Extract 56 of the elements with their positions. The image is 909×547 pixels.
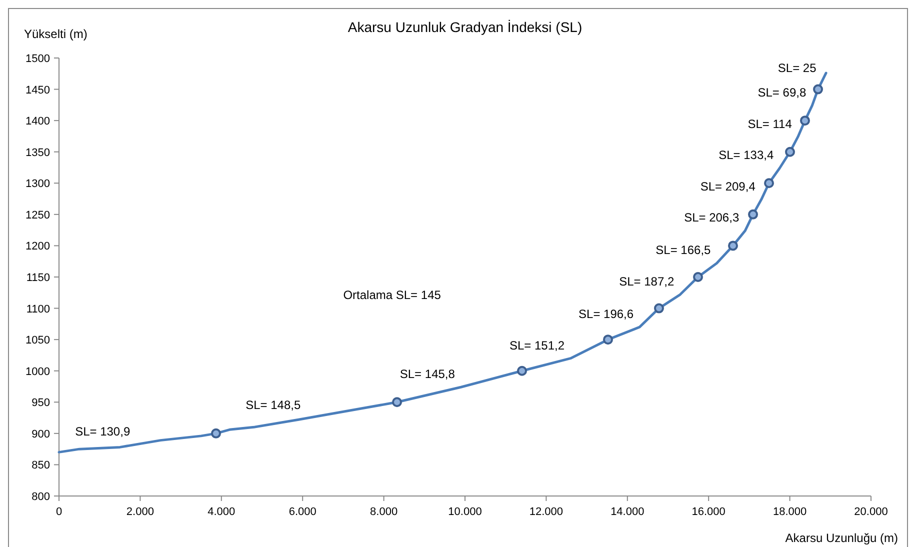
annotation: SL= 151,2 [509,338,565,352]
y-tick-label: 1450 [26,84,50,96]
y-tick-label: 1350 [26,146,50,159]
y-tick-label: 1150 [26,272,50,284]
y-tick-label: 1250 [26,209,50,222]
y-tick-label: 1500 [26,53,50,65]
y-tick-label: 1400 [26,116,50,128]
point [785,146,796,157]
annotation: SL= 25 [778,61,817,76]
point [728,240,738,251]
point [800,116,810,126]
x-tick-label: 12.000 [529,506,564,518]
annotation: Ortalama SL= 145 [343,288,442,302]
y-tick-label: 1200 [26,240,50,253]
y-tick-label: 1300 [26,178,50,190]
x-tick-label: 20.000 [854,506,888,518]
point [517,366,527,376]
point [392,397,402,408]
annotation: SL= 187,2 [619,274,674,289]
annotation: SL= 114 [748,116,792,131]
chart-title: Akarsu Uzunluk Gradyan İndeksi (SL) [348,19,582,35]
x-tick-label: 0 [56,506,62,518]
annotation: SL= 145,8 [400,367,456,382]
annotation: SL= 206,3 [684,210,740,225]
x-tick-label: 4.000 [208,506,236,518]
annotation: SL= 166,5 [656,243,712,258]
annotation: SL= 133,4 [718,148,774,162]
point [748,209,758,220]
x-axis-title: Akarsu Uzunluğu (m) [785,531,898,545]
point [211,428,221,438]
y-tick-label: 1050 [26,334,50,347]
annotation: SL= 209,4 [700,179,756,194]
point [813,84,824,94]
line-series [58,72,828,454]
x-tick-label: 6.000 [288,506,316,518]
point [654,303,664,314]
x-tick-label: 10.000 [448,506,482,518]
x-tick-label: 8.000 [370,506,398,518]
x-tick-label: 18.000 [772,506,807,518]
point [602,334,613,345]
annotation: SL= 69,8 [758,86,806,100]
y-tick-label: 900 [32,428,50,440]
y-tick-label: 950 [32,397,50,410]
annotation: SL= 148,5 [246,398,301,412]
annotation: SL= 130,9 [75,424,130,439]
point [764,178,774,188]
point [693,272,704,282]
annotation: SL= 196,6 [578,307,634,322]
y-tick-label: 1100 [26,303,50,316]
x-tick-label: 2.000 [126,506,154,518]
y-axis-title: Yükselti (m) [24,27,88,41]
y-tick-label: 1000 [26,366,50,378]
x-tick-label: 14.000 [610,506,644,518]
y-tick-label: 800 [32,491,50,503]
y-tick-label: 850 [32,460,50,472]
x-tick-label: 16.000 [692,506,726,518]
